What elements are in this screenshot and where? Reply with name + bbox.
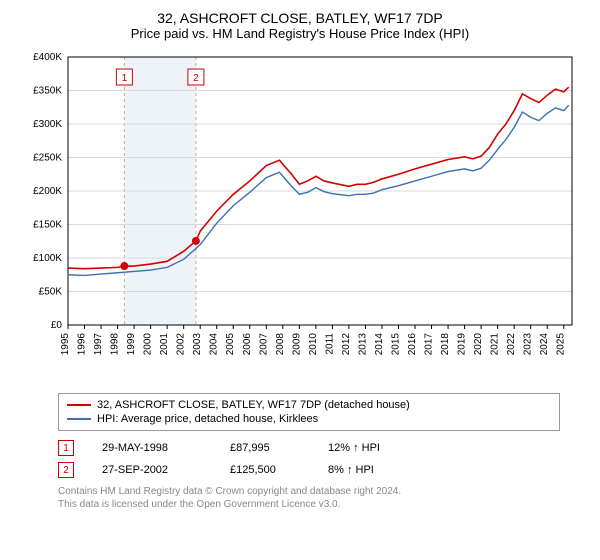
transaction-price: £87,995	[230, 442, 300, 454]
legend-label: HPI: Average price, detached house, Kirk…	[97, 413, 318, 425]
svg-text:2024: 2024	[539, 333, 550, 356]
svg-text:2015: 2015	[390, 333, 401, 356]
attribution-line: This data is licensed under the Open Gov…	[58, 498, 560, 511]
svg-text:2009: 2009	[291, 333, 302, 356]
svg-text:1: 1	[122, 73, 128, 84]
title-block: 32, ASHCROFT CLOSE, BATLEY, WF17 7DP Pri…	[10, 10, 590, 41]
svg-text:2011: 2011	[324, 333, 335, 355]
svg-text:£150K: £150K	[33, 220, 62, 231]
transaction-row: 2 27-SEP-2002 £125,500 8% ↑ HPI	[58, 459, 590, 481]
svg-text:2005: 2005	[225, 333, 236, 356]
svg-text:2: 2	[193, 73, 199, 84]
svg-text:1998: 1998	[110, 333, 121, 356]
transaction-date: 29-MAY-1998	[102, 442, 202, 454]
svg-text:2023: 2023	[523, 333, 534, 356]
transaction-delta: 12% ↑ HPI	[328, 442, 408, 454]
svg-text:2018: 2018	[440, 333, 451, 356]
subtitle: Price paid vs. HM Land Registry's House …	[10, 26, 590, 41]
legend-item-hpi: HPI: Average price, detached house, Kirk…	[67, 412, 551, 426]
svg-text:2013: 2013	[357, 333, 368, 356]
svg-text:£400K: £400K	[33, 52, 62, 63]
svg-text:2007: 2007	[258, 333, 269, 356]
price-chart: £0 £50K £100K £150K £200K £250K £300K £350K £400…	[20, 47, 580, 387]
svg-text:2004: 2004	[209, 333, 220, 356]
svg-text:2001: 2001	[159, 333, 170, 356]
svg-text:2017: 2017	[424, 333, 435, 356]
transaction-marker-icon: 2	[58, 462, 74, 478]
svg-text:2022: 2022	[506, 333, 517, 356]
transaction-delta: 8% ↑ HPI	[328, 464, 408, 476]
attribution-line: Contains HM Land Registry data © Crown c…	[58, 485, 560, 498]
svg-text:2016: 2016	[407, 333, 418, 356]
svg-text:£100K: £100K	[33, 253, 62, 264]
svg-text:£50K: £50K	[39, 287, 63, 298]
svg-text:£250K: £250K	[33, 153, 62, 164]
svg-text:2000: 2000	[143, 333, 154, 356]
svg-text:2025: 2025	[556, 333, 567, 356]
svg-text:£200K: £200K	[33, 186, 62, 197]
svg-text:2014: 2014	[374, 333, 385, 356]
svg-text:2012: 2012	[341, 333, 352, 356]
svg-text:2002: 2002	[176, 333, 187, 356]
svg-text:2008: 2008	[275, 333, 286, 356]
transaction-price: £125,500	[230, 464, 300, 476]
transaction-marker-icon: 1	[58, 440, 74, 456]
legend-swatch	[67, 404, 91, 406]
svg-text:1996: 1996	[77, 333, 88, 356]
legend: 32, ASHCROFT CLOSE, BATLEY, WF17 7DP (de…	[58, 393, 560, 431]
legend-item-property: 32, ASHCROFT CLOSE, BATLEY, WF17 7DP (de…	[67, 398, 551, 412]
legend-swatch	[67, 418, 91, 420]
svg-text:£350K: £350K	[33, 86, 62, 97]
address-title: 32, ASHCROFT CLOSE, BATLEY, WF17 7DP	[10, 10, 590, 26]
transaction-row: 1 29-MAY-1998 £87,995 12% ↑ HPI	[58, 437, 590, 459]
svg-text:£300K: £300K	[33, 119, 62, 130]
svg-text:2020: 2020	[473, 333, 484, 356]
svg-text:2006: 2006	[242, 333, 253, 356]
svg-text:2021: 2021	[490, 333, 501, 356]
svg-text:2010: 2010	[308, 333, 319, 356]
attribution: Contains HM Land Registry data © Crown c…	[58, 485, 560, 511]
transactions-table: 1 29-MAY-1998 £87,995 12% ↑ HPI 2 27-SEP…	[58, 437, 590, 481]
svg-text:£0: £0	[51, 320, 63, 331]
svg-text:2019: 2019	[457, 333, 468, 356]
legend-label: 32, ASHCROFT CLOSE, BATLEY, WF17 7DP (de…	[97, 399, 410, 411]
svg-text:1997: 1997	[93, 333, 104, 356]
svg-text:1995: 1995	[60, 333, 71, 356]
transaction-date: 27-SEP-2002	[102, 464, 202, 476]
svg-text:1999: 1999	[126, 333, 137, 356]
svg-text:2003: 2003	[192, 333, 203, 356]
